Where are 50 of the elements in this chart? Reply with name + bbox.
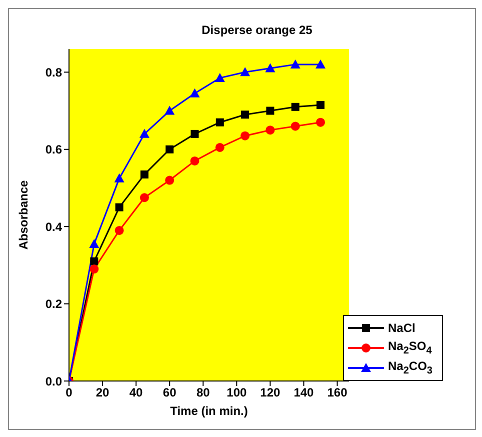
x-tick-label: 20 bbox=[96, 386, 110, 400]
point bbox=[241, 110, 250, 119]
y-tick-label: 0.0 bbox=[45, 374, 62, 388]
point bbox=[240, 131, 250, 140]
y-tick-label: 0.8 bbox=[45, 65, 62, 80]
x-tick-label: 140 bbox=[294, 386, 314, 400]
point bbox=[214, 72, 225, 82]
x-tick-label: 80 bbox=[196, 386, 210, 400]
x-axis-title: Time (in min.) bbox=[170, 404, 248, 418]
point bbox=[190, 88, 200, 98]
y-tick-label: 0.2 bbox=[45, 297, 62, 312]
point bbox=[290, 59, 300, 68]
point bbox=[139, 128, 150, 138]
point bbox=[266, 106, 274, 115]
point bbox=[290, 122, 300, 131]
point bbox=[140, 193, 149, 202]
point bbox=[190, 156, 200, 166]
point bbox=[315, 59, 326, 68]
point bbox=[90, 264, 99, 274]
legend-label: NaCl bbox=[388, 321, 416, 335]
point bbox=[140, 170, 148, 178]
y-axis-title: Absorbance bbox=[16, 180, 30, 250]
point bbox=[215, 142, 224, 152]
x-tick-label: 0 bbox=[66, 386, 73, 400]
point bbox=[89, 238, 100, 248]
point bbox=[114, 173, 124, 182]
point bbox=[266, 126, 275, 135]
point bbox=[164, 106, 175, 115]
y-tick-label: 0.4 bbox=[45, 220, 62, 234]
x-tick-label: 60 bbox=[162, 386, 177, 400]
point bbox=[90, 257, 98, 266]
point bbox=[165, 176, 174, 185]
point bbox=[115, 203, 124, 212]
x-tick-label: 40 bbox=[129, 386, 144, 400]
point bbox=[316, 118, 325, 127]
point bbox=[114, 226, 124, 235]
chart-title: Disperse orange 25 bbox=[200, 23, 314, 37]
point bbox=[240, 67, 250, 76]
y-tick-label: 0.6 bbox=[45, 142, 62, 157]
x-tick-label: 160 bbox=[327, 386, 348, 400]
legend-label: Na$_{2}$SO$_{4}$ bbox=[388, 339, 432, 357]
x-tick-label: 100 bbox=[226, 386, 247, 400]
legend-label: Na$_{2}$CO$_{3}$ bbox=[388, 359, 432, 377]
point bbox=[190, 130, 199, 138]
point bbox=[265, 63, 276, 72]
x-tick-label: 120 bbox=[260, 386, 281, 400]
point bbox=[216, 118, 224, 126]
point bbox=[316, 100, 324, 109]
point bbox=[166, 145, 174, 154]
point bbox=[291, 102, 300, 111]
